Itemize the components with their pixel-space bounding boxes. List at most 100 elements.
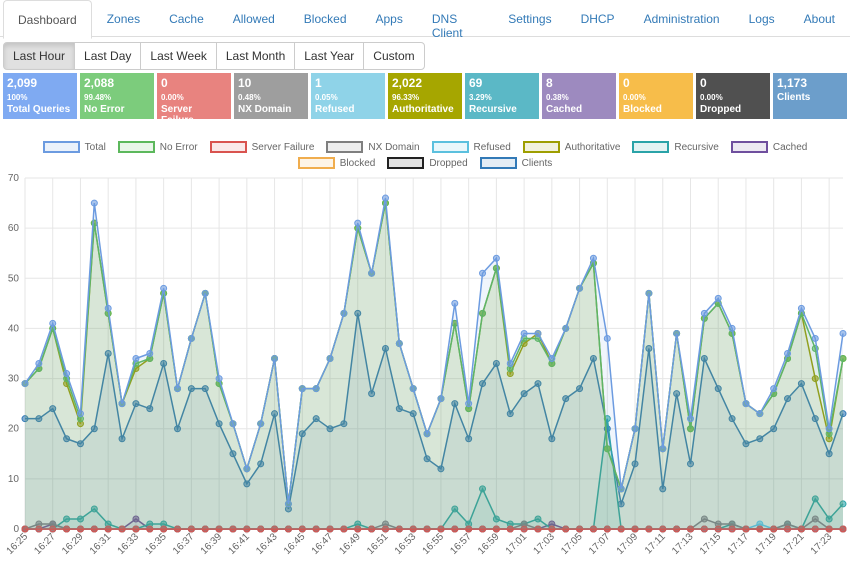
- series-point: [174, 385, 182, 393]
- nav-tab[interactable]: DHCP: [580, 12, 615, 26]
- stat-percent: 0.48%: [238, 93, 261, 102]
- series-point: [839, 525, 847, 533]
- nav-tab[interactable]: Zones: [106, 12, 141, 26]
- x-tick-label: 16:25: [5, 531, 31, 557]
- range-button[interactable]: Last Month: [215, 42, 296, 70]
- stat-value: 1: [315, 76, 322, 90]
- x-tick-label: 17:01: [504, 531, 530, 557]
- series-point: [201, 525, 209, 533]
- nav-tab[interactable]: Administration: [643, 12, 720, 26]
- stat-label: Refused: [315, 104, 355, 115]
- x-tick-label: 16:33: [116, 531, 142, 557]
- series-point: [742, 525, 750, 533]
- series-point: [825, 525, 833, 533]
- x-tick-label: 17:05: [559, 531, 585, 557]
- series-point: [797, 380, 805, 388]
- series-point: [76, 440, 84, 448]
- series-point: [506, 525, 514, 533]
- series-point: [589, 254, 597, 262]
- series-point: [728, 324, 736, 332]
- x-tick-label: 16:27: [32, 531, 58, 557]
- series-area: [25, 203, 843, 530]
- range-button[interactable]: Last Day: [74, 42, 142, 70]
- stat-box: 0 0.00% Dropped: [696, 73, 770, 119]
- nav-tab[interactable]: Logs: [748, 12, 775, 26]
- x-tick-label: 16:31: [88, 531, 114, 557]
- nav-tab[interactable]: About: [803, 12, 835, 26]
- range-buttons: Last Hour Last Day Last Week Last Month Last…: [3, 42, 425, 70]
- series-point: [714, 385, 722, 393]
- legend-item[interactable]: Server Failure: [209, 141, 314, 153]
- series-point: [603, 525, 611, 533]
- nav-tab[interactable]: DNS Client: [431, 12, 463, 40]
- legend-item[interactable]: NX Domain: [326, 141, 420, 153]
- range-button[interactable]: Custom: [363, 42, 425, 70]
- nav-tab[interactable]: Apps: [375, 12, 403, 26]
- series-point: [673, 329, 681, 337]
- legend-item[interactable]: Cached: [730, 141, 808, 153]
- legend-swatch: [297, 157, 335, 169]
- series-point: [271, 355, 279, 363]
- series-point: [465, 400, 473, 408]
- nav-tab[interactable]: Dashboard: [3, 0, 92, 39]
- legend-item[interactable]: Recursive: [632, 141, 719, 153]
- y-tick-label: 60: [8, 223, 20, 234]
- range-button[interactable]: Last Hour: [3, 42, 76, 70]
- stat-box: 0 0.00% Server Failure: [157, 73, 231, 126]
- x-tick-label: 16:53: [393, 531, 419, 557]
- legend-item[interactable]: Dropped: [387, 157, 468, 169]
- series-point: [534, 380, 542, 388]
- series-point: [576, 385, 584, 393]
- series-point: [770, 385, 778, 393]
- nav-tab[interactable]: Settings: [508, 12, 552, 26]
- series-point: [784, 395, 792, 403]
- legend-item[interactable]: No Error: [117, 141, 198, 153]
- nav-tab[interactable]: Blocked: [303, 12, 347, 26]
- legend-label: Cached: [772, 141, 808, 153]
- legend-swatch: [42, 141, 80, 153]
- series-point: [673, 390, 681, 398]
- series-point: [49, 405, 57, 413]
- series-point: [298, 430, 306, 438]
- series-point: [825, 425, 833, 433]
- stat-value: 0: [700, 76, 707, 90]
- stat-percent: 0.00%: [161, 93, 184, 102]
- series-point: [271, 525, 279, 533]
- x-tick-label: 16:35: [143, 531, 169, 557]
- series-point: [146, 405, 154, 413]
- stat-percent: 0.38%: [546, 93, 569, 102]
- series-point: [534, 515, 542, 523]
- series-point: [284, 525, 292, 533]
- range-button[interactable]: Last Year: [294, 42, 365, 70]
- legend-label: Dropped: [429, 157, 468, 169]
- series-point: [562, 525, 570, 533]
- series-point: [354, 525, 362, 533]
- legend-item[interactable]: Authoritative: [522, 141, 620, 153]
- legend-item[interactable]: Refused: [431, 141, 511, 153]
- series-point: [825, 515, 833, 523]
- stat-percent: 3.29%: [469, 93, 492, 102]
- nav-tab[interactable]: Cache: [169, 12, 204, 26]
- legend-swatch: [431, 141, 469, 153]
- series-point: [548, 435, 556, 443]
- series-point: [76, 515, 84, 523]
- stat-box: 69 3.29% Recursive: [465, 73, 539, 119]
- series-point: [839, 410, 847, 418]
- legend-item[interactable]: Blocked: [297, 157, 375, 169]
- series-point: [589, 355, 597, 363]
- series-area: [25, 313, 843, 529]
- x-tick-label: 17:03: [531, 531, 557, 557]
- legend-swatch: [479, 157, 517, 169]
- series-point: [354, 219, 362, 227]
- legend-item[interactable]: Clients: [479, 157, 552, 169]
- range-button[interactable]: Last Week: [140, 42, 217, 70]
- y-tick-label: 10: [8, 474, 20, 485]
- series-point: [215, 375, 223, 383]
- nav-tab[interactable]: Allowed: [232, 12, 275, 26]
- series-point: [326, 525, 334, 533]
- series-point: [104, 350, 112, 357]
- legend-item[interactable]: Total: [42, 141, 106, 153]
- stat-value: 0: [161, 76, 168, 90]
- series-point: [63, 525, 71, 533]
